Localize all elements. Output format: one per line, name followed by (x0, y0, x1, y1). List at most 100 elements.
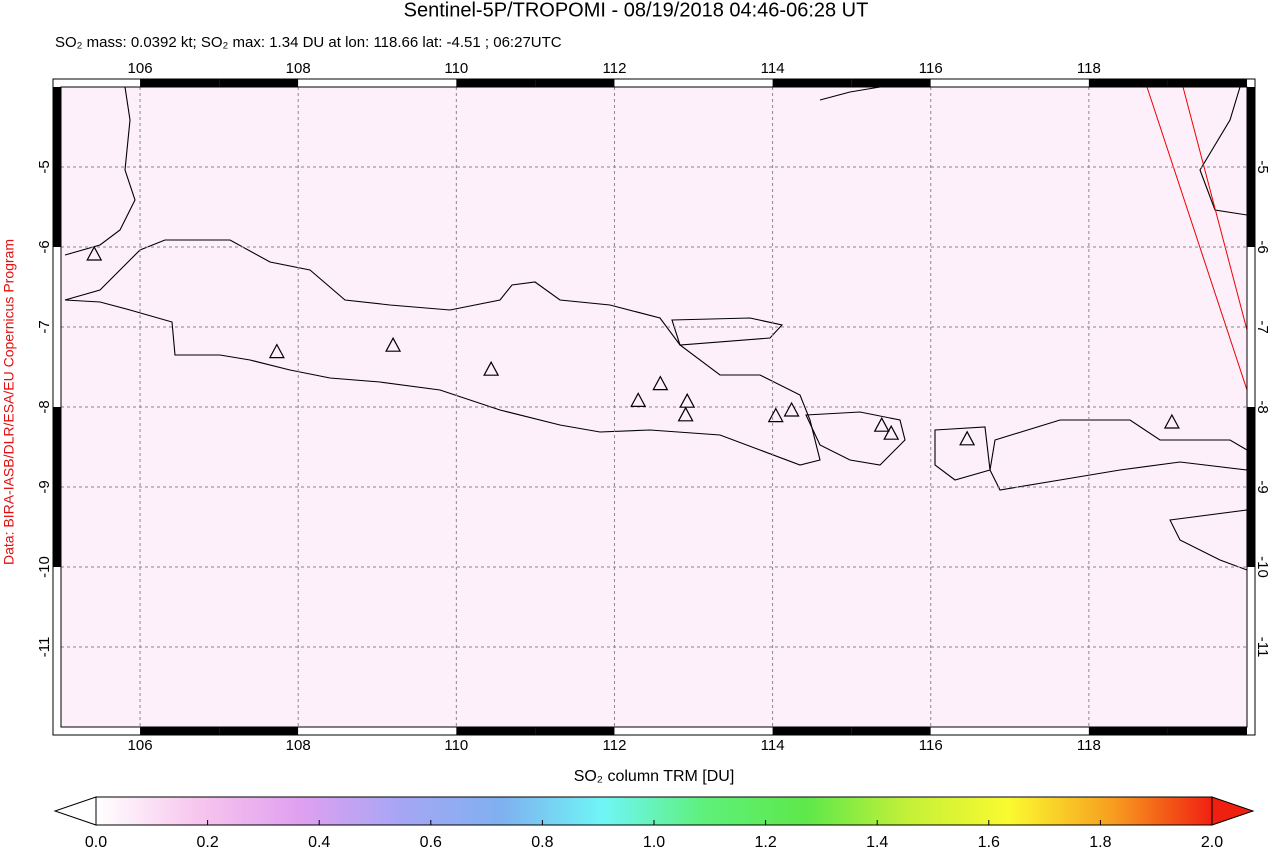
frame-band (53, 247, 61, 327)
x-tick-label: 118 (1077, 737, 1101, 754)
x-tick-label: 106 (128, 737, 153, 754)
frame-band (930, 79, 1010, 87)
colorbar-arrow-low (53, 796, 97, 826)
x-tick-label: 108 (286, 737, 311, 754)
frame-band (377, 79, 457, 87)
volcano-marker (385, 336, 402, 352)
coastlines (64, 86, 1248, 571)
frame-band (614, 727, 694, 735)
frame-band (1009, 727, 1089, 735)
frame-band (535, 79, 615, 87)
frame-band (1088, 79, 1168, 87)
volcano-marker (1163, 413, 1180, 429)
x-tick-label: 110 (444, 737, 468, 754)
volcano-marker (86, 245, 103, 261)
volcano-marker (268, 343, 285, 359)
frame-band (1167, 727, 1247, 735)
frame-band (140, 727, 220, 735)
frame-band (772, 727, 852, 735)
frame (60, 86, 1248, 728)
volcano-marker (783, 401, 800, 417)
volcano-marker (630, 392, 647, 407)
frame-band (53, 327, 61, 407)
y-tick-label: -7 (1254, 320, 1271, 333)
x-tick-label: 112 (603, 60, 627, 77)
frame-band (1247, 567, 1255, 647)
x-tick-label: 112 (603, 737, 627, 754)
y-tick-label: -9 (36, 480, 53, 493)
frame-band (53, 647, 61, 727)
colorbar-tick-label: 0.0 (85, 834, 107, 851)
x-tick-label: 114 (761, 60, 785, 77)
frame-band (1247, 647, 1255, 727)
x-tick-label: 116 (919, 60, 943, 77)
y-tick-label: -10 (36, 556, 53, 578)
coastline (671, 317, 784, 346)
y-tick-label: -8 (1254, 400, 1271, 413)
volcano-marker (873, 416, 890, 432)
x-tick-label: 110 (444, 60, 468, 77)
volcano-marker (652, 375, 669, 391)
y-tick-label: -5 (36, 160, 53, 173)
colorbar-tick-label: 0.8 (531, 834, 553, 851)
coastline (819, 86, 881, 101)
frame (52, 78, 1256, 736)
frame-band (1247, 487, 1255, 567)
frame-band (298, 79, 378, 87)
x-tick-label: 108 (286, 60, 311, 77)
y-tick-label: -7 (36, 320, 53, 333)
frame-band (456, 79, 536, 87)
frame-band (1247, 167, 1255, 247)
frame-band (535, 727, 615, 735)
colorbar-tick-label: 2.0 (1201, 834, 1223, 851)
volcano-marker (959, 430, 976, 446)
x-tick-label: 116 (919, 737, 943, 754)
coastline (1199, 86, 1248, 216)
frame-band (1167, 79, 1247, 87)
frame-band (1247, 247, 1255, 327)
y-tick-label: -8 (36, 400, 53, 413)
y-tick-label: -9 (1254, 480, 1271, 493)
coastline (1169, 509, 1248, 571)
coastline (805, 411, 906, 466)
colorbar-tick-label: 0.4 (308, 834, 330, 851)
colorbar-tick-label: 1.0 (643, 834, 665, 851)
y-tick-label: -6 (1254, 240, 1271, 253)
colorbar-title: SO₂ column TRM [DU] (574, 768, 735, 785)
frame-band (61, 727, 141, 735)
swath-edge (1182, 86, 1248, 331)
colorbar-tick-label: 1.6 (978, 834, 1000, 851)
frame-band (614, 79, 694, 87)
x-tick-label: 114 (761, 737, 785, 754)
volcano-marker (883, 424, 900, 440)
y-tick-label: -10 (1254, 556, 1271, 578)
frame-band (772, 79, 852, 87)
coastline (64, 86, 136, 256)
y-tick-label: -11 (36, 637, 53, 658)
frame-band (1247, 327, 1255, 407)
frame-band (140, 79, 220, 87)
frame-band (219, 79, 299, 87)
frame-band (53, 567, 61, 647)
frame-band (53, 407, 61, 487)
frame-band (219, 727, 299, 735)
frame-band (53, 487, 61, 567)
frame-band (693, 727, 773, 735)
y-tick-label: -6 (36, 240, 53, 253)
volcano-marker (483, 360, 500, 376)
x-tick-label: 106 (128, 60, 153, 77)
frame-band (930, 727, 1010, 735)
colorbar-tick-label: 1.8 (1089, 834, 1111, 851)
coastline (934, 426, 991, 481)
chart-title: Sentinel-5P/TROPOMI - 08/19/2018 04:46-0… (404, 0, 869, 21)
map-background (61, 87, 1247, 727)
colorbar-tick-label: 1.2 (754, 834, 776, 851)
y-tick-label: -5 (1254, 160, 1271, 173)
chart-subtitle: SO₂ mass: 0.0392 kt; SO₂ max: 1.34 DU at… (55, 34, 562, 51)
x-tick-label: 118 (1077, 60, 1101, 77)
frame-band (851, 79, 931, 87)
frame-band (298, 727, 378, 735)
frame-band (456, 727, 536, 735)
colorbar-tick-label: 0.2 (196, 834, 218, 851)
